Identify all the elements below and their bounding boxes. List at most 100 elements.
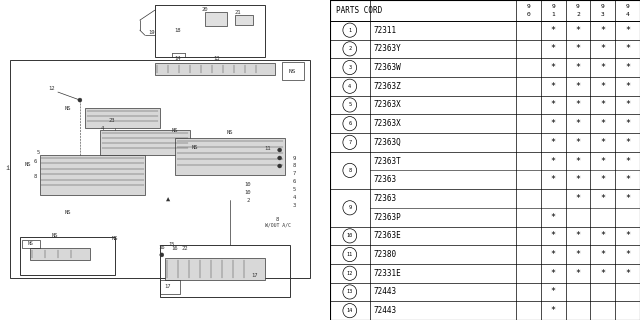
Text: *: * [625,82,630,91]
Bar [282,62,303,80]
Text: *: * [575,26,580,35]
Text: 4: 4 [100,125,104,131]
Bar [165,258,265,280]
Text: *: * [575,175,580,184]
Text: NS: NS [172,128,178,132]
Text: 0: 0 [526,12,530,17]
Text: *: * [550,138,556,147]
Text: *: * [550,82,556,91]
Text: 10: 10 [244,182,251,188]
Text: 72363: 72363 [373,194,396,203]
Text: 12: 12 [49,85,55,91]
Text: PARTS CORD: PARTS CORD [336,6,382,15]
Polygon shape [40,155,145,195]
Text: *: * [625,26,630,35]
Text: 2: 2 [576,12,580,17]
Text: 72363Y: 72363Y [373,44,401,53]
Text: NS: NS [289,68,296,74]
Text: *: * [550,250,556,259]
Text: *: * [600,156,605,165]
Polygon shape [175,138,285,175]
Text: *: * [625,119,630,128]
Text: NS: NS [65,106,71,111]
Text: 72363X: 72363X [373,100,401,109]
Text: 23: 23 [109,117,115,123]
Text: NS: NS [111,236,118,241]
Text: 6: 6 [348,121,351,126]
Text: 15: 15 [168,242,175,247]
Text: NS: NS [52,233,58,238]
Text: 13: 13 [347,290,353,294]
Text: 22: 22 [182,246,188,252]
Text: 72363T: 72363T [373,156,401,165]
Text: *: * [575,194,580,203]
Text: *: * [575,138,580,147]
Text: *: * [600,138,605,147]
Text: 19: 19 [148,30,155,35]
Polygon shape [85,108,160,128]
Text: 2: 2 [348,46,351,51]
Text: *: * [600,26,605,35]
Text: *: * [625,269,630,278]
Text: *: * [550,44,556,53]
Text: ▲: ▲ [166,197,170,203]
Text: *: * [575,44,580,53]
Text: 21: 21 [234,10,241,15]
Text: 9: 9 [348,205,351,210]
Text: NS: NS [25,163,31,167]
Text: 17: 17 [164,284,171,289]
Text: 3: 3 [601,12,605,17]
Text: 7: 7 [293,172,296,177]
Text: *: * [600,44,605,53]
Text: 16: 16 [172,246,178,252]
Text: 72443: 72443 [373,287,396,296]
Text: *: * [625,138,630,147]
Text: *: * [575,63,580,72]
Circle shape [278,164,282,168]
Bar [22,240,40,248]
Text: *: * [625,250,630,259]
Text: *: * [575,82,580,91]
Text: NS: NS [227,130,233,134]
Bar [30,248,90,260]
Text: 11: 11 [347,252,353,257]
Text: 8: 8 [293,164,296,169]
Text: *: * [600,269,605,278]
Text: 6: 6 [293,180,296,184]
Text: 9: 9 [576,4,580,9]
Text: *: * [600,100,605,109]
Bar [155,63,275,75]
Circle shape [110,124,113,128]
Circle shape [278,148,282,152]
Text: 4: 4 [293,196,296,200]
Text: *: * [575,100,580,109]
Text: *: * [550,100,556,109]
Text: i: i [5,165,9,171]
Text: 8: 8 [348,168,351,173]
Text: *: * [600,250,605,259]
Text: 14: 14 [347,308,353,313]
Bar [205,12,227,26]
Text: 17: 17 [252,273,258,278]
Text: 14: 14 [175,56,181,60]
Text: *: * [550,119,556,128]
Text: 12: 12 [347,271,353,276]
Text: 11: 11 [264,146,271,150]
Text: 72331E: 72331E [373,269,401,278]
Text: *: * [575,269,580,278]
Text: 9: 9 [551,4,555,9]
Text: 10: 10 [244,190,251,196]
Text: 5: 5 [293,188,296,192]
Text: *: * [575,231,580,240]
Text: *: * [600,119,605,128]
Text: 2: 2 [246,198,250,204]
Text: 72380: 72380 [373,250,396,259]
Text: 3: 3 [293,204,296,208]
Bar [235,15,253,25]
Bar [155,5,265,57]
Bar [160,245,290,297]
Text: *: * [550,175,556,184]
Text: *: * [550,306,556,315]
Text: 20: 20 [202,7,208,12]
Text: 9: 9 [626,4,630,9]
